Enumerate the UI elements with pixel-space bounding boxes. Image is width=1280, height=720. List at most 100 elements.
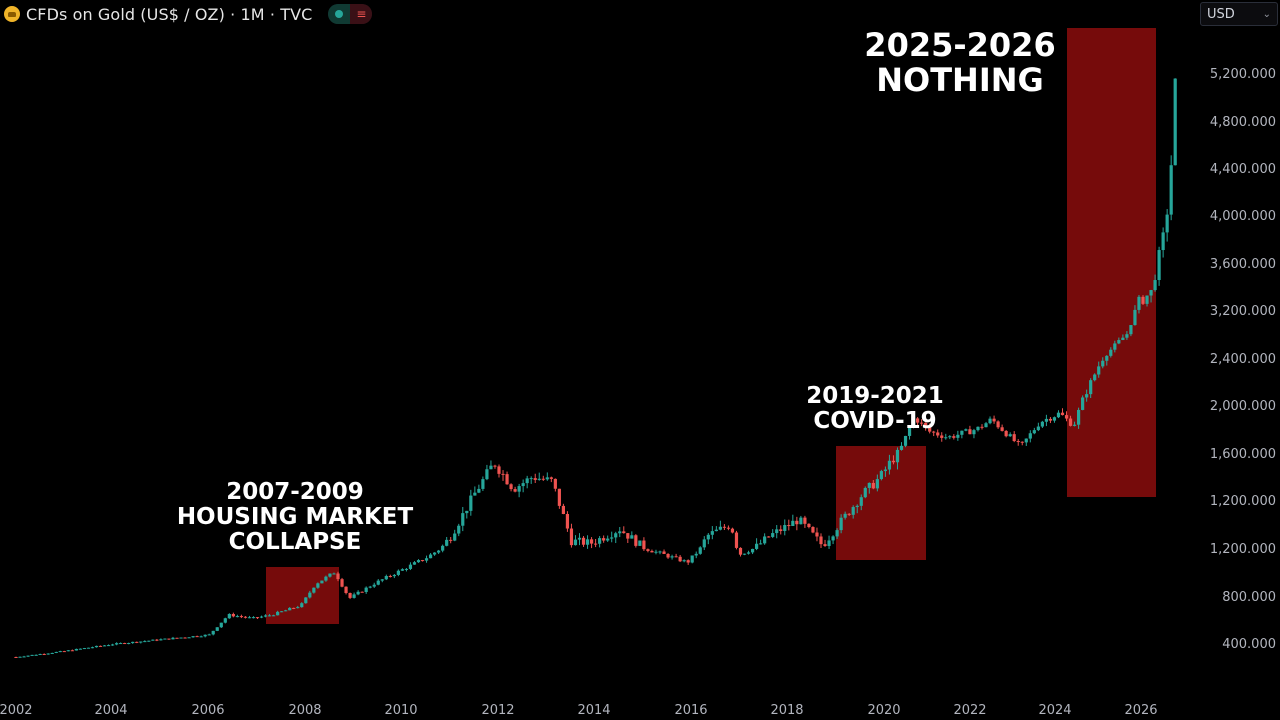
candle — [654, 551, 658, 553]
candle — [1101, 360, 1105, 367]
candle — [1036, 426, 1040, 431]
candle — [891, 460, 896, 463]
candle — [734, 532, 739, 548]
candle — [662, 551, 666, 554]
candle — [340, 579, 344, 587]
candle — [183, 637, 187, 639]
candle — [714, 529, 718, 532]
candle — [787, 525, 791, 527]
candle — [215, 627, 219, 631]
candle — [276, 611, 280, 616]
candle — [34, 654, 38, 656]
currency-selector[interactable]: USD ⌄ — [1200, 2, 1278, 26]
candle — [292, 607, 296, 609]
market-status-toggle[interactable]: ≡ — [328, 4, 373, 24]
symbol-title[interactable]: CFDs on Gold (US$ / OZ) · 1M · TVC — [26, 4, 313, 24]
candle — [384, 576, 388, 580]
candle — [22, 656, 26, 658]
candle — [304, 597, 308, 604]
candle — [1093, 374, 1097, 381]
y-tick-label: 2,400.000 — [1210, 352, 1276, 367]
candle — [376, 580, 380, 585]
candle — [119, 643, 123, 645]
highlight-region — [836, 446, 926, 560]
candle — [102, 645, 107, 647]
candle — [638, 540, 642, 546]
candle — [135, 641, 139, 643]
x-tick-label: 2020 — [867, 703, 900, 718]
candle — [328, 573, 332, 577]
candle — [795, 520, 799, 525]
gold-coin-icon — [4, 6, 20, 22]
candle — [151, 639, 155, 641]
candle — [364, 587, 368, 592]
candle — [759, 543, 763, 545]
candle — [1020, 441, 1024, 443]
x-tick-label: 2012 — [481, 703, 514, 718]
candle — [622, 531, 626, 534]
candle — [799, 517, 803, 525]
market-open-dot-icon[interactable] — [328, 4, 351, 24]
candle — [936, 432, 940, 436]
candle — [344, 586, 348, 593]
candle — [1133, 309, 1137, 326]
candle — [497, 466, 501, 474]
candle — [457, 525, 461, 534]
candle — [686, 560, 690, 563]
x-tick-label: 2022 — [953, 703, 986, 718]
candle — [86, 647, 91, 649]
candle — [569, 528, 574, 546]
candle — [545, 477, 549, 480]
candle — [738, 547, 743, 555]
candle — [771, 533, 775, 537]
candle — [843, 513, 847, 518]
candle — [1077, 409, 1081, 425]
y-tick-label: 800.000 — [1222, 590, 1276, 605]
candle — [82, 648, 87, 650]
candle — [509, 484, 513, 490]
candle — [163, 638, 167, 640]
candle — [348, 592, 352, 598]
candle — [646, 549, 650, 551]
candle — [883, 469, 887, 472]
candle — [111, 644, 115, 646]
candle — [1032, 430, 1036, 434]
candle — [408, 564, 413, 569]
annotation-nothing: 2025-2026 NOTHING — [840, 28, 1080, 97]
x-tick-label: 2018 — [770, 703, 803, 718]
candle — [525, 478, 529, 484]
menu-icon[interactable]: ≡ — [350, 4, 373, 24]
candle — [1048, 418, 1053, 421]
annotation-line: 2025-2026 — [864, 26, 1056, 64]
candle — [517, 486, 521, 492]
candle — [14, 657, 18, 658]
candle — [191, 636, 195, 638]
annotation-line: 2019-2021 — [806, 383, 944, 409]
x-tick-label: 2006 — [191, 703, 224, 718]
candle — [223, 618, 227, 623]
candle — [272, 615, 276, 617]
candle — [875, 479, 879, 489]
candle — [1012, 434, 1016, 442]
candle — [147, 640, 151, 642]
candle — [316, 583, 320, 588]
candle — [127, 643, 131, 645]
candle — [650, 550, 654, 553]
candle — [199, 636, 203, 638]
candle — [827, 540, 831, 546]
candle — [932, 431, 936, 433]
candle — [368, 586, 372, 588]
candle — [324, 576, 328, 581]
candle — [106, 645, 111, 647]
candle — [255, 617, 260, 619]
candle — [710, 531, 714, 535]
x-tick-label: 2024 — [1038, 703, 1071, 718]
candle — [920, 422, 924, 424]
candle — [742, 553, 747, 555]
candle — [1008, 434, 1012, 437]
candle — [380, 579, 384, 581]
candle — [352, 594, 356, 598]
candle — [779, 529, 783, 531]
candle — [839, 517, 843, 531]
